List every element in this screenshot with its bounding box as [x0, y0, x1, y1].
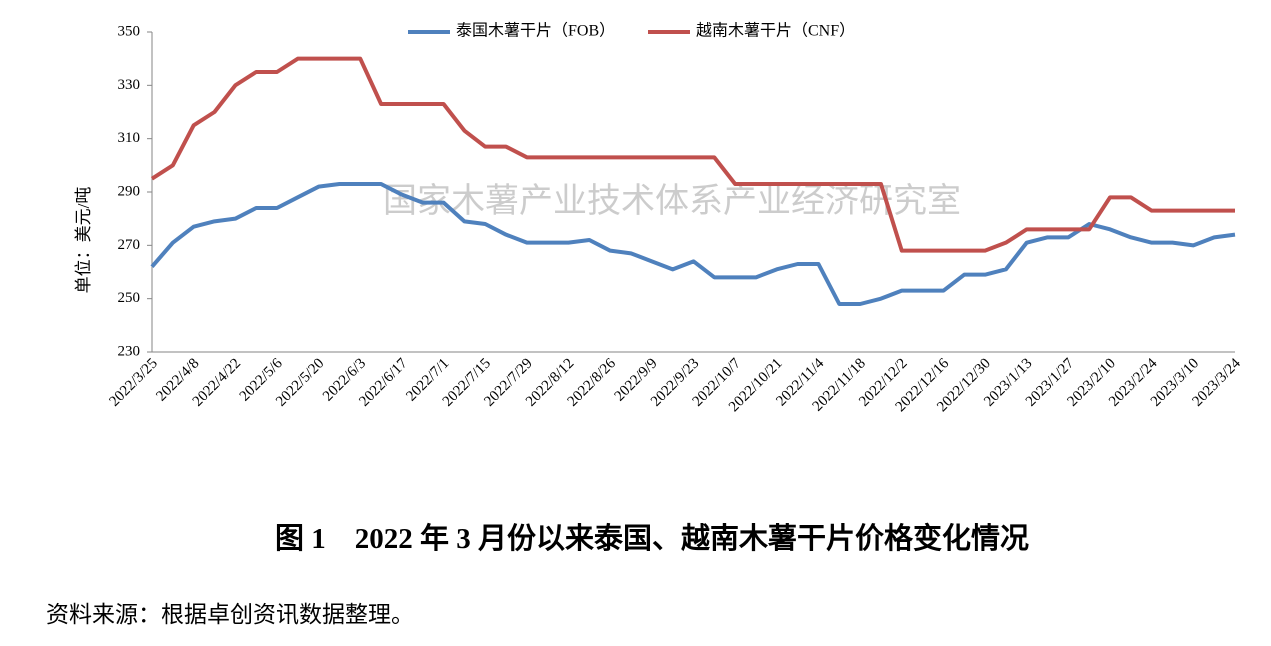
y-tick-label: 290	[118, 183, 141, 199]
y-tick-label: 330	[118, 77, 141, 93]
y-tick-label: 250	[118, 290, 141, 306]
y-tick-label: 230	[118, 343, 141, 359]
x-tick-label: 2022/3/25	[106, 356, 160, 410]
series-line	[150, 56, 1235, 253]
legend-label: 泰国木薯干片（FOB）	[456, 22, 615, 40]
y-tick-label: 270	[118, 237, 141, 253]
legend-label: 越南木薯干片（CNF）	[696, 22, 855, 40]
y-tick-label: 350	[118, 23, 141, 39]
caption: 图 1 2022 年 3 月份以来泰国、越南木薯干片价格变化情况	[275, 521, 1029, 555]
watermark: 国家木薯产业技术体系产业经济研究室	[383, 182, 961, 220]
y-axis-label: 单位：美元/吨	[74, 187, 93, 294]
source-note: 资料来源：根据卓创资讯数据整理。	[46, 602, 414, 627]
series-line	[150, 182, 1236, 306]
y-tick-label: 310	[118, 130, 141, 146]
